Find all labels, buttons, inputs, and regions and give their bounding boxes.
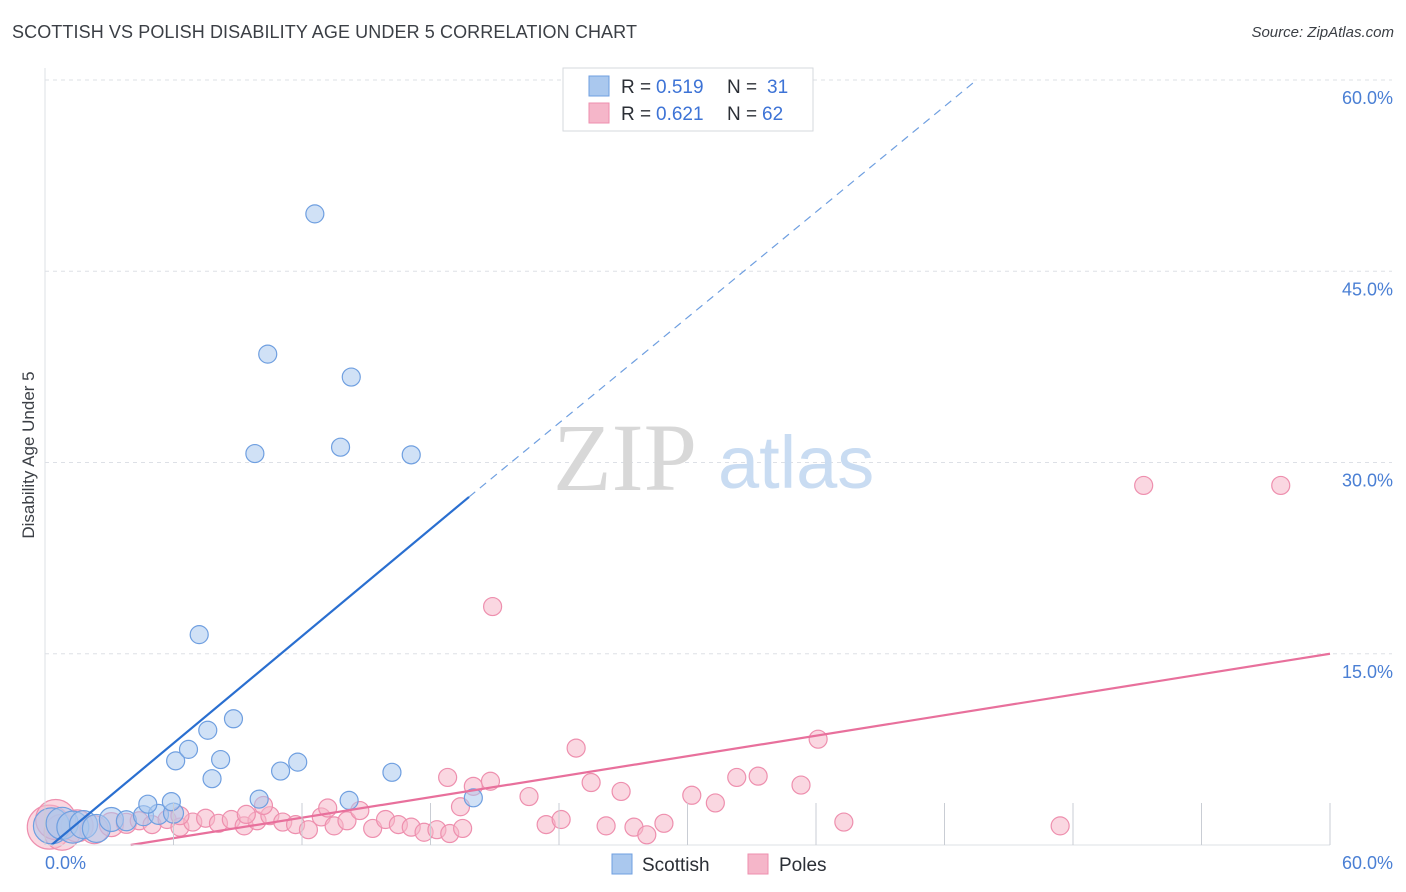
y-tick-label: 45.0% bbox=[1342, 279, 1393, 299]
scottish-point bbox=[330, 437, 351, 457]
legend-scottish-swatch bbox=[588, 75, 610, 97]
poles-point bbox=[438, 767, 458, 788]
legend-poles-swatch bbox=[588, 102, 610, 124]
bottom-legend: Scottish Poles bbox=[611, 853, 827, 876]
legend-poles-n-value: 62 bbox=[762, 104, 783, 125]
scottish-point bbox=[382, 762, 402, 782]
poles-point bbox=[483, 596, 503, 617]
legend-poles-r-value: 0.621 bbox=[656, 104, 704, 125]
poles-point bbox=[236, 804, 256, 825]
chart-title: SCOTTISH VS POLISH DISABILITY AGE UNDER … bbox=[12, 22, 638, 42]
poles-point bbox=[337, 811, 357, 831]
scottish-point bbox=[463, 788, 483, 808]
bottom-legend-poles-label: Poles bbox=[779, 855, 827, 876]
poles-point bbox=[596, 816, 616, 836]
poles-point bbox=[682, 785, 702, 805]
legend-poles-r-label: R = bbox=[621, 104, 651, 125]
watermark-atlas: atlas bbox=[718, 421, 874, 504]
poles-point bbox=[808, 729, 828, 749]
scottish-trend-line bbox=[50, 496, 470, 846]
watermark: ZIP atlas bbox=[553, 404, 874, 511]
points-layer bbox=[26, 204, 1291, 851]
scottish-point bbox=[249, 789, 269, 809]
scottish-point bbox=[138, 794, 158, 814]
scottish-point bbox=[178, 739, 199, 759]
poles-point bbox=[298, 820, 319, 840]
x-tick-label: 0.0% bbox=[45, 853, 86, 873]
scottish-point bbox=[211, 749, 231, 770]
bottom-legend-scottish-swatch bbox=[611, 853, 633, 875]
scottish-point bbox=[198, 720, 218, 740]
poles-point bbox=[705, 793, 725, 813]
y-axis-label: Disability Age Under 5 bbox=[19, 371, 38, 538]
legend-scottish-n-value: 31 bbox=[767, 77, 788, 98]
chart-source: Source: ZipAtlas.com bbox=[1251, 24, 1394, 41]
scottish-point bbox=[166, 751, 186, 771]
legend-scottish-r-label: R = bbox=[621, 77, 651, 98]
trend-layer bbox=[50, 79, 1331, 847]
poles-point bbox=[519, 786, 539, 807]
axis-layer: 15.0% 30.0% 45.0% 60.0% 0.0% 60.0% bbox=[44, 68, 1393, 873]
scottish-point bbox=[258, 344, 278, 364]
legend-scottish-r-value: 0.519 bbox=[656, 77, 704, 98]
poles-point bbox=[1134, 475, 1154, 496]
poles-point bbox=[654, 813, 674, 833]
poles-point bbox=[1050, 816, 1070, 836]
poles-point bbox=[453, 818, 473, 839]
poles-point bbox=[611, 781, 631, 802]
scottish-point bbox=[245, 443, 265, 464]
poles-point bbox=[727, 767, 747, 788]
poles-point bbox=[581, 772, 601, 793]
poles-point bbox=[637, 825, 657, 845]
y-tick-label: 60.0% bbox=[1342, 88, 1393, 108]
scottish-point bbox=[341, 367, 361, 387]
poles-trend-line bbox=[130, 652, 1331, 847]
poles-point bbox=[480, 771, 501, 791]
bottom-legend-scottish-label: Scottish bbox=[642, 855, 710, 876]
grid-layer bbox=[45, 79, 1392, 655]
top-legend: R = 0.519 N = 31 R = 0.621 N = 62 bbox=[562, 67, 814, 132]
y-tick-label: 30.0% bbox=[1342, 471, 1393, 491]
legend-scottish-n-label: N = bbox=[727, 77, 757, 98]
scottish-point bbox=[401, 445, 421, 465]
y-tick-label: 15.0% bbox=[1342, 662, 1393, 682]
scottish-point bbox=[288, 752, 308, 772]
bottom-legend-poles-swatch bbox=[747, 853, 769, 875]
scottish-point bbox=[270, 761, 291, 781]
poles-point bbox=[834, 812, 854, 832]
scottish-point bbox=[202, 769, 222, 789]
scottish-trend-extension bbox=[468, 79, 978, 498]
poles-point bbox=[748, 766, 768, 786]
legend-poles-n-label: N = bbox=[727, 104, 757, 125]
poles-point bbox=[551, 809, 571, 830]
scottish-point bbox=[189, 625, 209, 645]
poles-point bbox=[1271, 475, 1291, 496]
scottish-point bbox=[161, 792, 181, 812]
x-tick-label: 60.0% bbox=[1342, 853, 1393, 873]
scottish-point bbox=[339, 790, 359, 810]
poles-point bbox=[791, 775, 811, 795]
watermark-zip: ZIP bbox=[553, 404, 697, 511]
poles-point bbox=[566, 738, 586, 758]
scottish-point bbox=[223, 709, 244, 729]
scottish-point bbox=[305, 204, 325, 224]
